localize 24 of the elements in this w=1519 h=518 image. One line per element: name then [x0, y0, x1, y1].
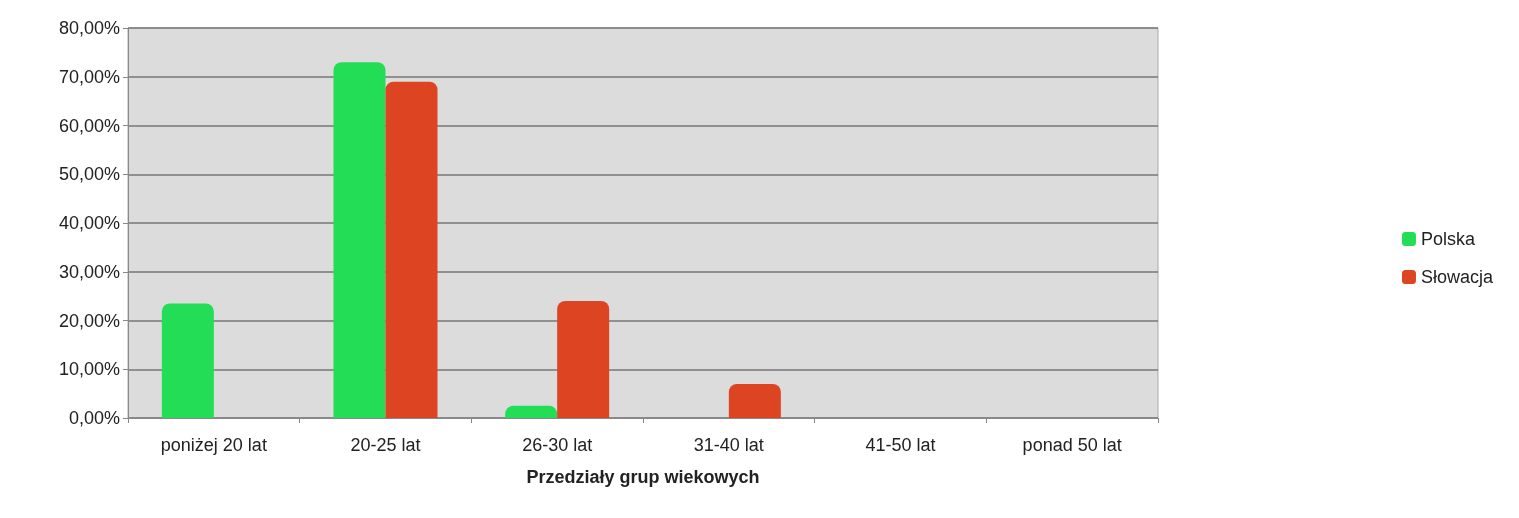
legend-label: Polska [1420, 229, 1476, 249]
bar [161, 303, 214, 418]
x-tick-label: 26-30 lat [522, 435, 593, 455]
y-tick-label: 70,00% [58, 66, 120, 87]
y-tick-label: 50,00% [58, 164, 120, 185]
x-tick-label: 20-25 lat [350, 435, 421, 455]
y-tick-label: 0,00% [68, 408, 120, 428]
bar [385, 81, 438, 418]
x-tick-label: 31-40 lat [693, 435, 764, 455]
y-tick-label: 40,00% [58, 213, 120, 233]
y-tick-label: 60,00% [58, 115, 120, 136]
y-tick-label: 20,00% [58, 310, 120, 331]
bar [333, 62, 386, 418]
bar [557, 301, 610, 418]
y-tick-label: 30,00% [58, 261, 120, 282]
bar [728, 383, 781, 418]
bar [505, 405, 558, 418]
x-tick-label: ponad 50 lat [1022, 435, 1122, 455]
y-tick-label: 10,00% [58, 359, 120, 380]
x-tick-label: 41-50 lat [865, 435, 936, 455]
y-tick-label: 80,00% [58, 18, 120, 38]
x-tick-label: poniżej 20 lat [160, 435, 267, 455]
legend-label: Słowacja [1420, 267, 1494, 287]
x-axis-title: Przedziały grup wiekowych [526, 467, 760, 487]
